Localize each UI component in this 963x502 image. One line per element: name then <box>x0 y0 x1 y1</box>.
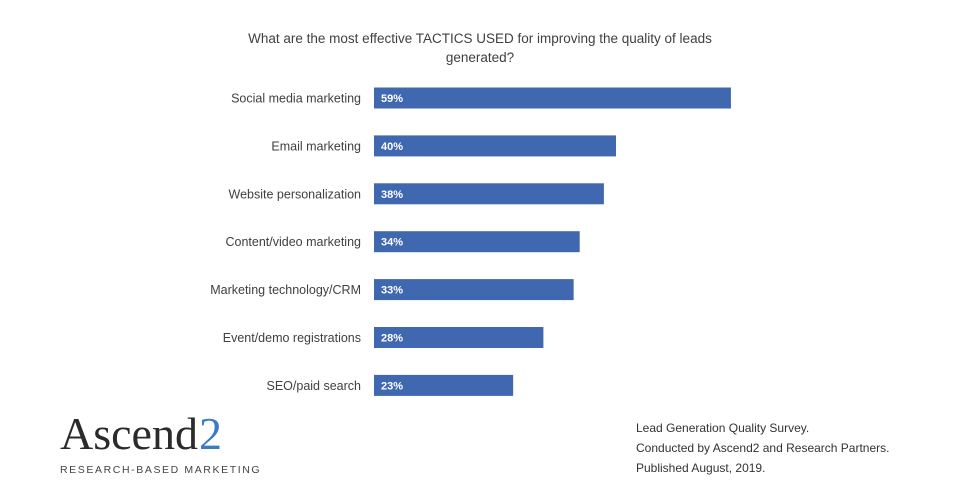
logo-tagline: RESEARCH-BASED MARKETING <box>60 464 262 476</box>
bar <box>374 231 580 253</box>
chart-title: What are the most effective TACTICS USED… <box>248 31 712 65</box>
data-label: 38% <box>381 189 403 201</box>
category-label: Marketing technology/CRM <box>210 283 361 297</box>
category-label: Event/demo registrations <box>223 331 361 345</box>
bar <box>374 87 731 109</box>
source-line-2: Conducted by Ascend2 and Research Partne… <box>636 441 890 455</box>
data-label: 23% <box>381 380 403 392</box>
category-label: Social media marketing <box>231 92 361 106</box>
category-label: Website personalization <box>229 187 362 201</box>
logo-wordmark: Ascend <box>60 408 198 459</box>
source-note: Lead Generation Quality Survey. Conducte… <box>636 418 890 478</box>
bar <box>374 327 544 348</box>
bar <box>374 279 574 301</box>
source-line-3: Published August, 2019. <box>636 461 766 475</box>
bar <box>374 374 514 396</box>
ascend2-logo: Ascend2 RESEARCH-BASED MARKETING <box>60 408 270 477</box>
category-label: Content/video marketing <box>226 235 362 249</box>
source-line-1: Lead Generation Quality Survey. <box>636 421 810 435</box>
data-label: 34% <box>381 237 403 249</box>
bar <box>374 135 616 157</box>
category-label: Email marketing <box>271 139 361 153</box>
bar <box>374 183 604 205</box>
data-label: 33% <box>381 285 403 297</box>
logo-mark: 2 <box>198 408 222 459</box>
category-label: SEO/paid search <box>267 379 362 393</box>
data-label: 40% <box>381 141 403 153</box>
data-label: 28% <box>381 333 403 345</box>
data-label: 59% <box>381 93 403 105</box>
